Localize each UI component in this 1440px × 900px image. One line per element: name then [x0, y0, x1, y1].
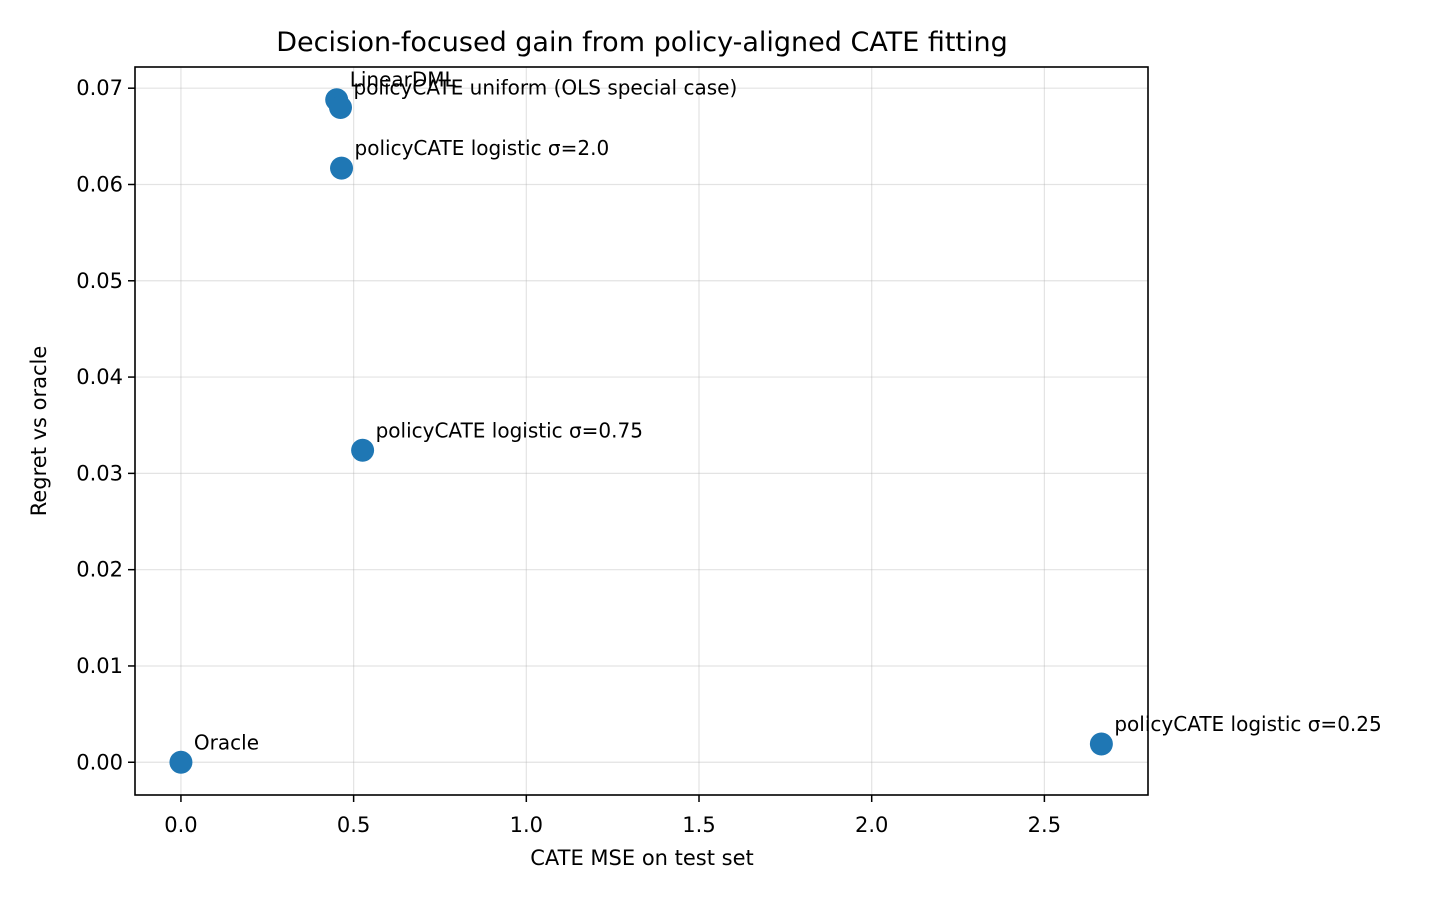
x-tick-label: 2.0 [855, 813, 888, 837]
point-label: policyCATE logistic σ=2.0 [355, 136, 610, 160]
point-label: Oracle [194, 730, 259, 754]
chart-title: Decision-focused gain from policy-aligne… [276, 27, 1008, 58]
y-tick-label: 0.03 [76, 461, 123, 485]
y-tick-label: 0.06 [76, 172, 123, 196]
y-axis-label: Regret vs oracle [27, 346, 51, 517]
y-tick-label: 0.02 [76, 558, 123, 582]
scatter-point [351, 438, 375, 462]
y-tick-label: 0.01 [76, 654, 123, 678]
point-label: LinearDML [350, 68, 457, 92]
grid [135, 67, 1148, 795]
x-axis-label: CATE MSE on test set [530, 846, 754, 870]
y-tick-label: 0.05 [76, 269, 123, 293]
x-tick-label: 0.0 [164, 813, 197, 837]
x-tick-label: 1.5 [682, 813, 715, 837]
scatter-point [329, 95, 353, 119]
x-tick-label: 2.5 [1028, 813, 1061, 837]
y-axis-ticks: 0.00 0.01 0.02 0.03 0.04 0.05 0.06 0.07 [76, 76, 135, 774]
scatter-point [169, 750, 193, 774]
plot-frame [134, 66, 1149, 796]
data-points [169, 88, 1113, 774]
point-label: policyCATE logistic σ=0.75 [376, 418, 643, 442]
y-tick-label: 0.00 [76, 750, 123, 774]
scatter-point [1089, 732, 1113, 756]
point-label: policyCATE logistic σ=0.25 [1114, 712, 1381, 736]
x-tick-label: 0.5 [337, 813, 370, 837]
y-tick-label: 0.07 [76, 76, 123, 100]
y-tick-label: 0.04 [76, 365, 123, 389]
scatter-point [330, 156, 354, 180]
x-axis-ticks: 0.0 0.5 1.0 1.5 2.0 2.5 [164, 795, 1061, 837]
point-label: policyCATE uniform (OLS special case) [354, 75, 738, 99]
x-tick-label: 1.0 [510, 813, 543, 837]
